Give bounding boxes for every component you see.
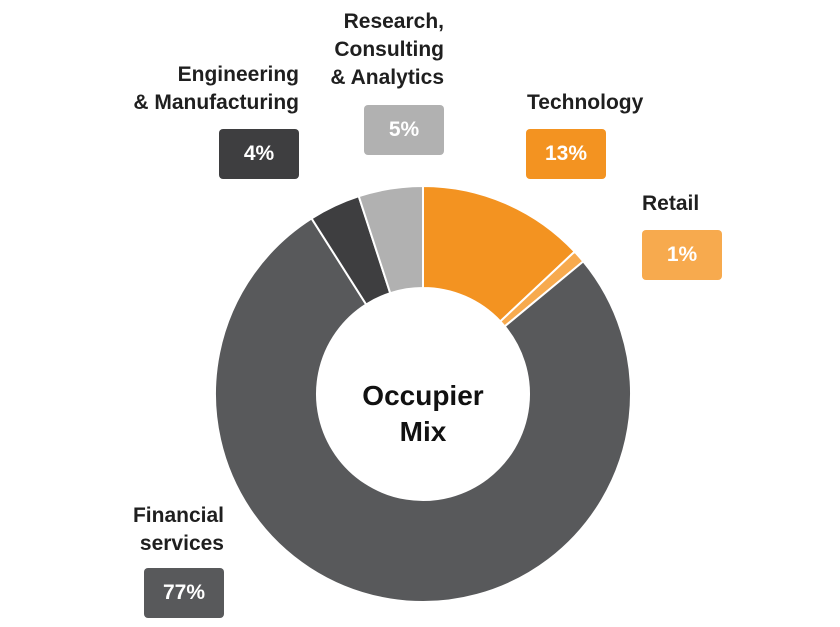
value-badge-technology: 13% [526, 129, 606, 179]
slice-financial-services [214, 216, 632, 603]
value-badge-engineering-manufacturing: 4% [219, 129, 299, 179]
label-retail: Retail [642, 192, 700, 215]
chart-center-title: Occupier Mix [362, 380, 484, 447]
label-technology: Technology [527, 91, 644, 114]
label-financial-services: Financial services [132, 504, 224, 555]
label-research-consulting-analytics: Research, Consulting & Analytics [330, 10, 444, 89]
label-engineering-manufacturing: Engineering & Manufacturing [133, 63, 299, 114]
slice-research-consulting-analytics [357, 184, 424, 295]
value-badge-financial-services: 77% [144, 568, 224, 618]
value-badge-retail: 1% [642, 230, 722, 280]
value-badge-research-consulting-analytics: 5% [364, 105, 444, 155]
